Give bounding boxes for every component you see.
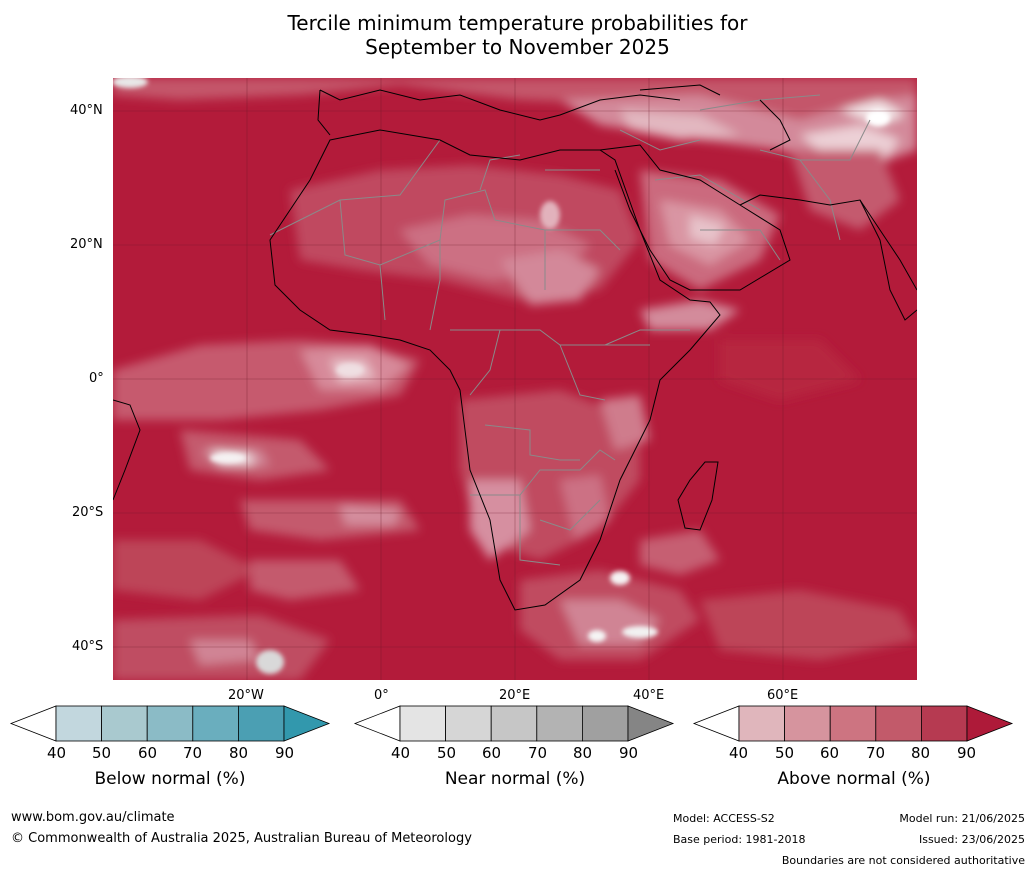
chart-title-line1: Tercile minimum temperature probabilitie… [287, 11, 748, 35]
cb-near-tick: 60 [482, 744, 502, 762]
lon-label-0: 0° [374, 688, 389, 703]
lon-label-20w: 20°W [228, 688, 264, 703]
cb-above-segment [921, 705, 968, 742]
probability-highlights [113, 78, 890, 674]
cb-near-segment [399, 705, 446, 742]
footer-disclaimer: Boundaries are not considered authoritat… [781, 854, 1025, 867]
cb-above-segment [875, 705, 922, 742]
lon-label-60e: 60°E [767, 688, 799, 703]
cb-near-tick: 80 [573, 744, 593, 762]
cb-near-max-extension [627, 705, 675, 742]
cb-above-label: Above normal (%) [777, 769, 931, 789]
lat-label-0: 0° [89, 371, 104, 386]
cb-above-tick: 40 [729, 744, 749, 762]
footer-model-run: Model run: 21/06/2025 [899, 812, 1025, 825]
cb-near-tick: 70 [528, 744, 548, 762]
cb-above-tick: 90 [957, 744, 977, 762]
cb-near-tick: 90 [619, 744, 639, 762]
footer-model: Model: ACCESS-S2 [673, 812, 775, 825]
lat-label-40n: 40°N [70, 103, 103, 118]
cb-above-segment [829, 705, 877, 742]
footer-website: www.bom.gov.au/climate [11, 810, 175, 825]
cb-above-tick: 50 [775, 744, 795, 762]
cb-below-max-extension [283, 705, 331, 742]
cb-below-segment [192, 705, 239, 742]
lon-label-40e: 40°E [633, 688, 665, 703]
cb-near-segment [582, 705, 629, 742]
cb-below-segment [237, 705, 285, 742]
cb-below-tick: 60 [138, 744, 158, 762]
cb-near-segment [445, 705, 492, 742]
lat-label-40s: 40°S [72, 639, 104, 654]
coastlines [113, 84, 917, 611]
cb-above-min-extension [692, 705, 740, 742]
cb-below-tick: 40 [47, 744, 67, 762]
cb-near-min-extension [353, 705, 401, 742]
footer-base-period: Base period: 1981-2018 [673, 833, 806, 846]
cb-below-tick: 70 [183, 744, 203, 762]
colorbars [9, 705, 1014, 742]
cb-near-tick: 50 [437, 744, 457, 762]
probability-shading [113, 78, 917, 680]
cb-above-segment [784, 705, 831, 742]
cb-above-max-extension [966, 705, 1014, 742]
lon-label-20e: 20°E [499, 688, 531, 703]
cb-below-label: Below normal (%) [94, 769, 246, 789]
lat-label-20s: 20°S [72, 505, 104, 520]
cb-near-tick: 40 [391, 744, 411, 762]
footer-issued: Issued: 23/06/2025 [918, 833, 1025, 846]
cb-near-label: Near normal (%) [444, 769, 586, 789]
cb-below-segment [146, 705, 194, 742]
cb-below-segment [101, 705, 148, 742]
cb-above-tick: 60 [820, 744, 840, 762]
footer-copyright: © Commonwealth of Australia 2025, Austra… [11, 831, 472, 846]
cb-near-segment [536, 705, 583, 742]
lat-label-20n: 20°N [70, 237, 103, 252]
cb-below-segment [55, 705, 102, 742]
cb-above-segment [738, 705, 785, 742]
map-area [113, 78, 917, 680]
cb-below-min-extension [9, 705, 57, 742]
cb-below-tick: 90 [275, 744, 295, 762]
cb-near-segment [490, 705, 538, 742]
country-boundaries [269, 94, 871, 566]
graticule [113, 78, 917, 680]
cb-below-tick: 50 [92, 744, 112, 762]
cb-above-tick: 80 [911, 744, 931, 762]
chart-title-line2: September to November 2025 [365, 35, 670, 59]
cb-below-tick: 80 [229, 744, 249, 762]
cb-above-tick: 70 [866, 744, 886, 762]
